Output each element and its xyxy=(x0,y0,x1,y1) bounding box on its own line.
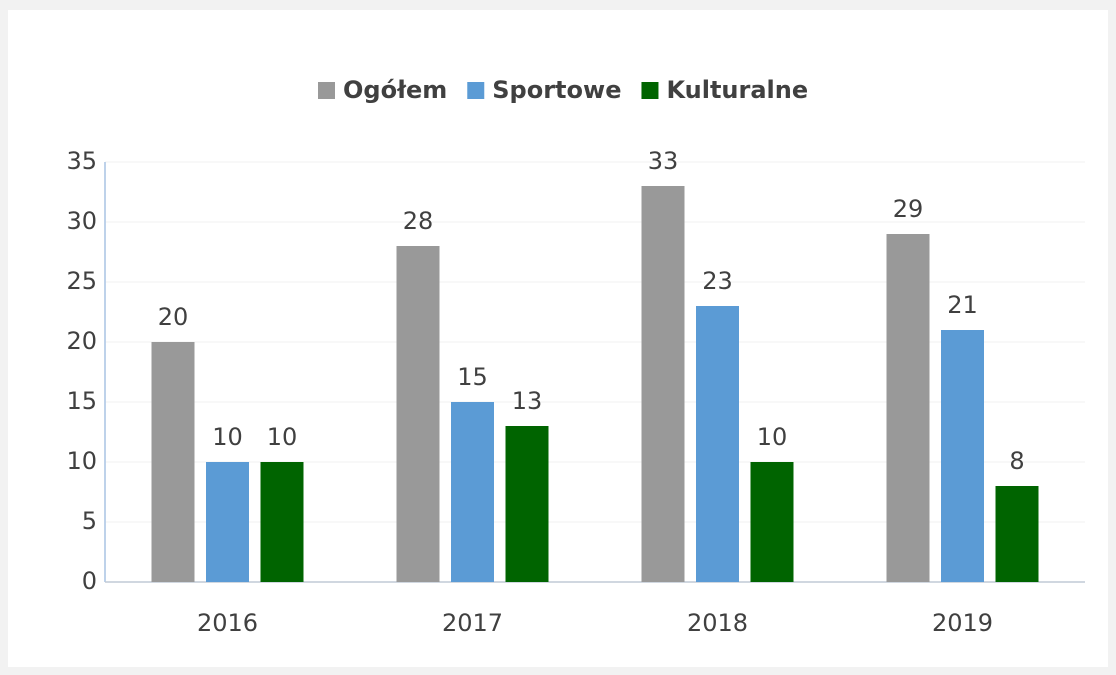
y-tick-label: 20 xyxy=(66,327,97,355)
y-tick-label: 10 xyxy=(66,447,97,475)
bar xyxy=(750,462,794,582)
y-tick-label: 5 xyxy=(82,507,97,535)
x-tick-label: 2018 xyxy=(687,609,748,637)
bar xyxy=(260,462,304,582)
data-label: 15 xyxy=(457,363,488,391)
legend-label: Ogółem xyxy=(343,76,447,104)
data-label: 8 xyxy=(1009,447,1024,475)
bar xyxy=(886,234,930,582)
y-tick-label: 0 xyxy=(82,567,97,595)
x-tick-label: 2017 xyxy=(442,609,503,637)
data-label: 33 xyxy=(648,147,679,175)
x-tick-label: 2019 xyxy=(932,609,993,637)
bar xyxy=(151,342,195,582)
bar xyxy=(206,462,249,582)
data-label: 21 xyxy=(947,291,978,319)
bar xyxy=(505,426,549,582)
legend-swatch xyxy=(467,82,485,99)
data-label: 23 xyxy=(702,267,733,295)
bar xyxy=(396,246,440,582)
bar xyxy=(995,486,1039,582)
data-label: 10 xyxy=(267,423,298,451)
y-tick-label: 25 xyxy=(66,267,97,295)
bar xyxy=(641,186,685,582)
legend-label: Kulturalne xyxy=(666,76,808,104)
data-label: 20 xyxy=(158,303,189,331)
data-label: 13 xyxy=(512,387,543,415)
y-tick-label: 30 xyxy=(66,207,97,235)
bar xyxy=(696,306,739,582)
data-label: 10 xyxy=(212,423,243,451)
data-label: 10 xyxy=(757,423,788,451)
legend-label: Sportowe xyxy=(492,76,621,104)
data-label: 29 xyxy=(893,195,924,223)
data-label: 28 xyxy=(403,207,434,235)
legend-swatch xyxy=(318,82,335,99)
legend-swatch xyxy=(641,82,659,99)
y-tick-label: 15 xyxy=(66,387,97,415)
bar xyxy=(451,402,494,582)
x-tick-label: 2016 xyxy=(197,609,258,637)
y-tick-label: 35 xyxy=(66,147,97,175)
bar xyxy=(941,330,984,582)
